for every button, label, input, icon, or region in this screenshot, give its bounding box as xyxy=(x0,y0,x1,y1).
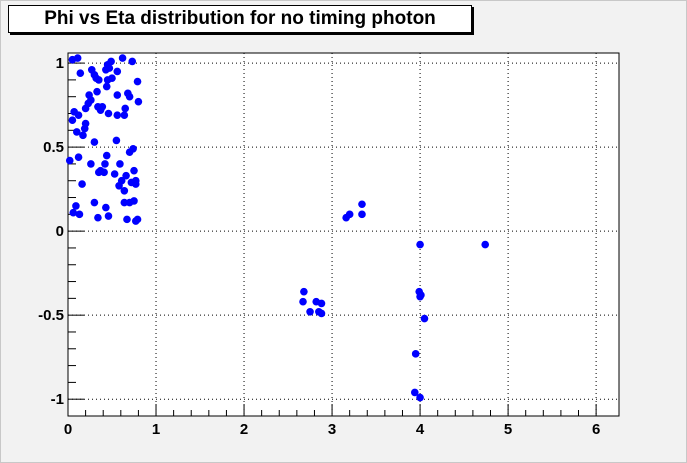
plot-frame xyxy=(67,52,620,417)
data-point xyxy=(80,124,89,133)
data-point xyxy=(110,170,119,178)
data-point xyxy=(73,54,82,62)
data-point xyxy=(358,200,366,209)
data-point xyxy=(416,240,424,249)
y-tick-label: 0.5 xyxy=(43,139,64,156)
data-point xyxy=(78,180,86,188)
plot-area xyxy=(68,53,619,416)
data-point xyxy=(94,213,102,222)
data-point xyxy=(87,160,95,168)
data-point xyxy=(79,131,87,140)
data-point xyxy=(76,69,85,77)
data-point xyxy=(128,57,137,66)
data-point xyxy=(90,138,99,146)
data-point xyxy=(108,74,116,83)
data-point xyxy=(345,210,354,219)
data-point xyxy=(417,291,425,299)
data-point xyxy=(101,160,109,168)
data-point xyxy=(113,67,122,76)
x-tick-label: 4 xyxy=(416,421,425,438)
data-point xyxy=(130,166,138,175)
data-point xyxy=(73,128,81,136)
data-point xyxy=(100,168,108,177)
data-point xyxy=(120,111,129,119)
data-point xyxy=(102,151,111,160)
data-point xyxy=(112,136,121,145)
data-point xyxy=(410,388,419,397)
data-point xyxy=(113,91,122,99)
data-point xyxy=(107,57,115,66)
data-point xyxy=(317,299,326,308)
y-tick-label: 1 xyxy=(56,55,64,72)
y-tick-label: -1 xyxy=(51,391,64,408)
data-point xyxy=(74,111,83,119)
data-point xyxy=(125,92,134,101)
data-point xyxy=(75,210,84,219)
data-point xyxy=(102,82,111,91)
data-point xyxy=(131,180,140,188)
data-point xyxy=(95,76,103,84)
data-point xyxy=(358,210,366,219)
data-point xyxy=(120,187,129,195)
data-point xyxy=(104,212,113,220)
data-point xyxy=(416,393,424,402)
data-point xyxy=(74,153,83,161)
data-point xyxy=(93,87,101,96)
data-point xyxy=(420,314,429,323)
data-point xyxy=(113,111,122,119)
data-point xyxy=(118,54,127,62)
data-point xyxy=(121,104,130,113)
data-point xyxy=(317,309,326,318)
data-point xyxy=(481,240,490,249)
data-point xyxy=(115,181,123,190)
data-point xyxy=(96,106,105,114)
data-point xyxy=(105,64,114,72)
data-point xyxy=(102,203,110,212)
data-point xyxy=(134,97,143,106)
data-point xyxy=(81,104,90,113)
data-point xyxy=(411,350,420,358)
data-point xyxy=(69,208,78,217)
data-point xyxy=(306,308,314,316)
data-point xyxy=(300,287,308,296)
data-point xyxy=(120,198,129,207)
data-point xyxy=(95,168,103,177)
data-point xyxy=(123,215,131,224)
y-tick-label: -0.5 xyxy=(38,307,64,324)
data-point xyxy=(72,202,80,210)
x-tick-label: 2 xyxy=(240,421,248,438)
x-tick-label: 3 xyxy=(328,421,336,438)
data-point xyxy=(133,215,142,224)
data-point xyxy=(122,171,130,180)
data-point xyxy=(90,198,99,207)
data-point xyxy=(104,109,113,118)
data-point xyxy=(299,297,307,306)
x-tick-label: 1 xyxy=(152,421,160,438)
x-tick-label: 0 xyxy=(64,421,72,438)
x-tick-label: 5 xyxy=(504,421,512,438)
data-point xyxy=(130,197,138,205)
y-tick-label: 0 xyxy=(56,223,64,240)
chart-title: Phi vs Eta distribution for no timing ph… xyxy=(8,5,472,33)
data-point xyxy=(125,148,134,156)
data-point xyxy=(133,77,142,86)
x-tick-label: 6 xyxy=(592,421,600,438)
data-point xyxy=(65,156,74,165)
data-point xyxy=(116,160,124,168)
data-point xyxy=(68,116,77,125)
